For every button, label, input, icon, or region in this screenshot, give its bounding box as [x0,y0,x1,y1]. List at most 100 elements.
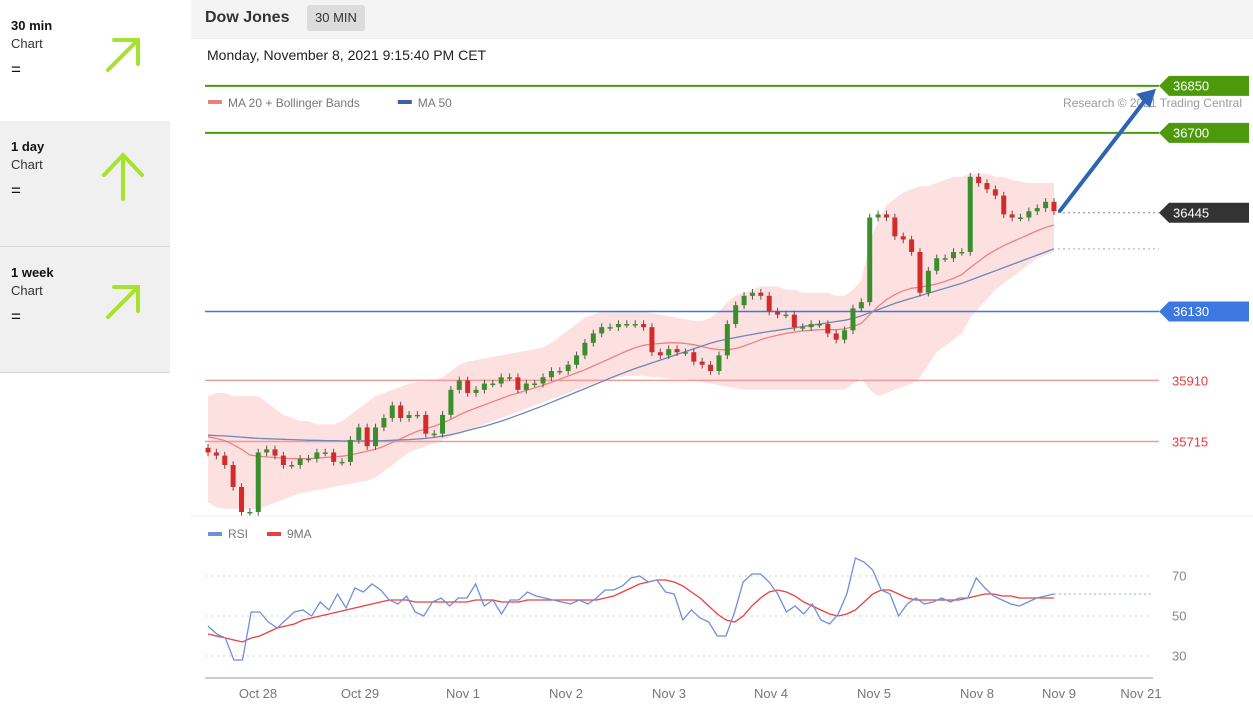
candle-up [1034,208,1040,212]
candle-up [565,364,571,372]
x-tick-label: Nov 4 [754,686,788,701]
candle-up [816,324,822,326]
candle-down [917,251,923,293]
candle-up [682,352,688,354]
candle-down [892,217,898,237]
candle-down [883,214,889,218]
price-chart[interactable]: MA 20 + Bollinger Bands MA 50 Research © 2… [191,0,1253,709]
last-price-label: 36445 [1173,205,1209,220]
arrow-up-right-icon [106,285,140,319]
candle-up [858,302,864,309]
candle-up [473,389,479,393]
candle-up [783,314,789,317]
candle-down [272,449,278,456]
rsi-tick-label: 50 [1172,609,1186,624]
timeframe-30min[interactable]: 30 min Chart = [0,0,170,125]
candle-up [389,405,395,419]
candle-up [607,327,613,329]
timeframe-equal-sign: = [11,307,21,326]
x-tick-label: Nov 2 [549,686,583,701]
legend-swatch [208,100,222,104]
candle-down [699,361,705,365]
candle-up [808,324,814,328]
interval-button[interactable]: 30 MIN [307,5,365,31]
candle-up [507,377,513,379]
x-tick-label: Nov 3 [652,686,686,701]
candle-down [423,414,429,434]
candle-down [364,427,370,447]
candle-up [481,383,487,390]
forecast-arrowhead [1136,88,1156,108]
candle-up [356,427,362,440]
rsi-line [207,557,1055,661]
candle-up [306,458,312,461]
legend-label: MA 50 [418,96,452,110]
candle-up [624,324,630,326]
rsi-legend-swatch [208,532,222,536]
candle-up [431,433,437,436]
candle-down [230,465,236,487]
candle-down [976,176,982,184]
candle-down [691,352,697,362]
support-level-label: 35715 [1172,435,1208,450]
candle-down [909,239,915,252]
forecast-arrow-line [1058,95,1149,213]
rsi-legend-label: RSI [228,527,248,541]
bollinger-band [208,173,1054,509]
target-level-tag [1159,75,1249,96]
candle-down [657,352,663,356]
candle-down [515,377,521,390]
candle-up [599,327,605,334]
candle-up [264,449,270,453]
target-level-label: 36700 [1173,125,1209,140]
pivot-level-label: 36130 [1173,304,1209,319]
candle-up [1043,201,1049,209]
x-tick-label: Oct 29 [341,686,379,701]
x-tick-label: Oct 28 [239,686,277,701]
candle-up [925,270,931,293]
candle-up [1017,217,1023,220]
support-level-label: 35910 [1172,373,1208,388]
legend-label: MA 20 + Bollinger Bands [228,96,360,110]
candle-up [406,414,412,419]
chart-header: Dow Jones 30 MIN [191,0,1253,39]
candle-up [574,355,580,365]
candle-up [347,439,353,462]
candle-down [766,295,772,312]
candle-up [498,377,504,384]
candle-up [733,305,739,325]
candle-up [548,371,554,378]
candle-up [716,355,722,372]
candle-up [875,214,881,218]
candle-down [984,183,990,190]
candle-up [842,330,848,340]
candle-up [867,217,873,303]
pivot-level-tag [1159,301,1249,322]
legend-swatch [397,100,412,104]
timeframe-1week[interactable]: 1 week Chart = [0,246,170,372]
candle-down [213,452,219,456]
candle-down [280,455,286,466]
candle-down [775,311,781,315]
candle-down [1009,214,1015,218]
candle-up [666,349,672,356]
last-price-tag [1159,202,1249,223]
candle-down [239,486,245,512]
x-tick-label: Nov 8 [960,686,994,701]
timeframe-1day[interactable]: 1 day Chart = [0,121,170,246]
candle-up [1026,211,1032,218]
timeframe-sub: Chart [11,157,43,172]
candle-up [322,452,328,454]
credit-text: Research © 2021 Trading Central [1063,96,1242,110]
candle-down [992,189,998,196]
candle-up [590,333,596,343]
candle-down [465,380,471,393]
candle-up [247,512,253,514]
chart-panel: Dow Jones 30 MIN Monday, November 8, 202… [191,0,1253,709]
x-tick-label: Nov 21 [1120,686,1161,701]
target-level-tag [1159,122,1249,143]
timeframe-sub: Chart [11,283,43,298]
candle-up [582,342,588,356]
candle-down [1051,201,1057,212]
candle-up [532,383,538,386]
